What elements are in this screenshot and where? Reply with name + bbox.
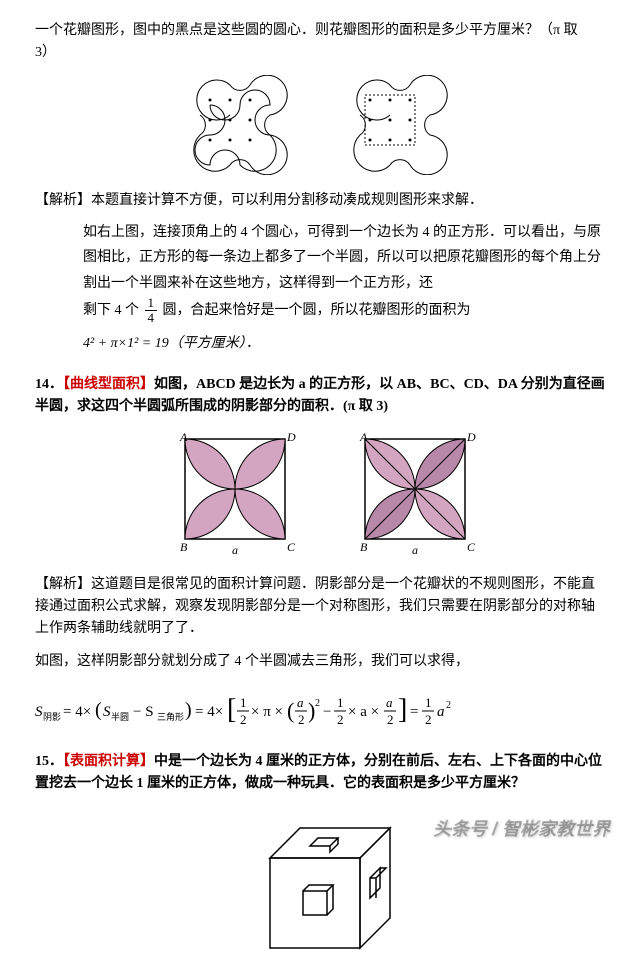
p15-num: 15． [35,754,63,769]
analysis1-p2a: 剩下 4 个 [83,303,139,318]
svg-text:1: 1 [240,695,247,710]
flower-left [180,75,300,175]
svg-text:× π ×: × π × [251,704,283,720]
svg-text:2: 2 [337,712,344,727]
svg-text:2: 2 [387,712,394,727]
p15-tag: 【表面积计算】 [63,754,154,769]
analysis2: 【解析】这道题目是很常见的面积计算问题．阴影部分是一个花瓣状的不规则图形，不能直… [35,574,605,641]
svg-text:三角形: 三角形 [157,711,184,722]
svg-text:2: 2 [315,698,320,709]
svg-text:1: 1 [425,695,432,710]
svg-text:C: C [467,540,476,554]
svg-text:1: 1 [337,695,344,710]
svg-text:): ) [185,699,192,721]
analysis1-body: 如右上图，连接顶角上的 4 个圆心，可得到一个边长为 4 的正方形．可以看出，与… [83,220,605,325]
analysis2-p2: 如图，这样阴影部分就划分成了 4 个半圆减去三角形，我们可以求得， [35,651,605,673]
analysis2-p1: 这道题目是很常见的面积计算问题．阴影部分是一个花瓣状的不规则图形，不能直接通过面… [35,577,595,637]
svg-text:D: D [466,430,476,444]
p14-num: 14． [35,377,63,392]
svg-text:−: − [323,704,331,720]
svg-text:S: S [103,704,111,720]
svg-text:a: a [297,695,304,710]
figure-flower [35,75,605,175]
svg-text:阴影: 阴影 [43,712,61,722]
svg-text:a: a [412,543,418,557]
svg-text:(: ( [95,699,102,721]
frac-1-4: 14 [145,296,158,326]
svg-text:a: a [386,695,393,710]
intro-line2: 3） [35,45,56,60]
analysis2-label: 【解析】 [35,577,91,592]
svg-text:半圆: 半圆 [111,711,129,722]
problem15: 15．【表面积计算】中是一个边长为 4 厘米的正方体，分别在前后、左右、上下各面… [35,751,605,796]
problem-intro: 一个花瓣图形，图中的黑点是这些圆的圆心．则花瓣图形的面积是多少平方厘米？（π 取… [35,20,605,65]
svg-text:=: = [410,704,418,720]
svg-text:2: 2 [298,712,305,727]
svg-text:2: 2 [446,700,451,711]
svg-text:C: C [287,540,296,554]
svg-text:[: [ [227,694,236,725]
svg-text:a: a [232,543,238,557]
svg-text:A: A [359,430,368,444]
petal-left: A D B C a [160,429,300,559]
svg-text:S: S [35,704,43,720]
flower-right [340,75,460,175]
analysis1-label: 【解析】 [35,193,91,208]
svg-text:A: A [179,430,188,444]
svg-text:× a ×: × a × [348,704,379,720]
watermark: 头条号 / 智彬家教世界 [433,815,610,844]
analysis1-intro: 本题直接计算不方便，可以利用分割移动凑成规则图形来求解． [91,193,483,208]
svg-text:(: ( [287,698,294,723]
svg-text:2: 2 [425,712,432,727]
svg-text:B: B [180,540,188,554]
svg-text:− S: − S [133,704,154,720]
svg-text:2: 2 [240,712,247,727]
svg-text:]: ] [398,694,407,725]
figure-petals: A D B C a A D B C a [35,429,605,559]
petal-right: A D B C a [340,429,480,559]
svg-text:= 4×: = 4× [63,704,91,720]
analysis1-p2b: 圆，合起来恰好是一个圆，所以花瓣图形的面积为 [163,303,471,318]
intro-line1: 一个花瓣图形，图中的黑点是这些圆的圆心．则花瓣图形的面积是多少平方厘米？（π 取 [35,23,578,38]
analysis1-p1: 如右上图，连接顶角上的 4 个圆心，可得到一个边长为 4 的正方形．可以看出，与… [83,225,601,290]
svg-text:a: a [437,704,445,720]
problem14: 14．【曲线型面积】如图，ABCD 是边长为 a 的正方形，以 AB、BC、CD… [35,374,605,419]
svg-text:B: B [360,540,368,554]
p14-tag: 【曲线型面积】 [63,377,154,392]
formula14: S 阴影 = 4× ( S 半圆 − S 三角形 ) = 4× [ 1 2 × … [35,688,605,733]
analysis1: 【解析】本题直接计算不方便，可以利用分割移动凑成规则图形来求解． 如右上图，连接… [35,190,605,356]
analysis1-formula: 4² + π×1² = 19（平方厘米）． [83,333,605,355]
svg-text:D: D [286,430,296,444]
svg-text:= 4×: = 4× [195,704,223,720]
